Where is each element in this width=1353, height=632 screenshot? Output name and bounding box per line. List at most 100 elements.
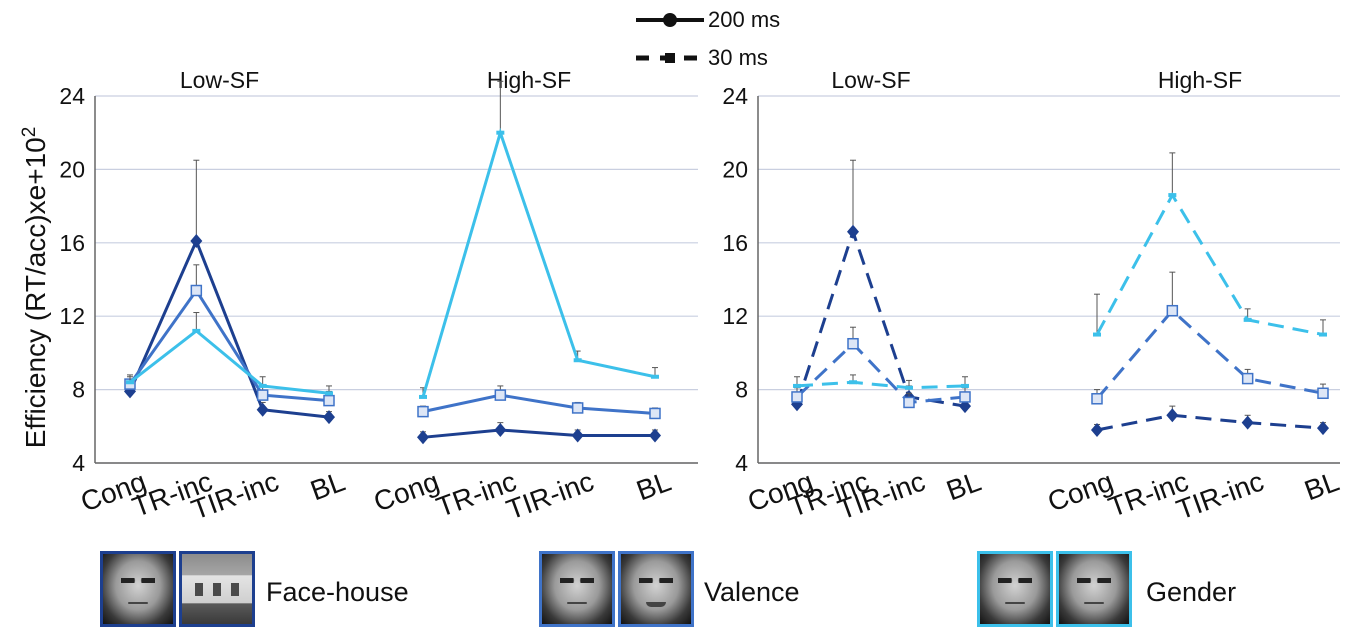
data-point — [192, 328, 201, 333]
series-line-gender — [129, 328, 330, 395]
series-line-gender — [796, 380, 966, 390]
series-line-face-house — [422, 428, 655, 439]
data-point — [190, 233, 203, 248]
face-house-label: Face-house — [266, 577, 409, 607]
x-tick-label: BL — [306, 466, 349, 507]
data-point — [1091, 422, 1103, 437]
data-point — [494, 422, 507, 437]
legend-dashed-swatch — [636, 53, 704, 63]
valence-label: Valence — [704, 577, 800, 607]
data-point — [649, 407, 661, 420]
data-point — [849, 380, 857, 385]
data-point — [847, 337, 859, 350]
y-tick-label: 12 — [722, 303, 748, 329]
series-line-valence — [422, 393, 656, 415]
legend-solid-swatch — [636, 13, 704, 27]
data-point — [1166, 304, 1179, 317]
male-face-photo-icon — [977, 551, 1053, 627]
data-point — [649, 428, 661, 443]
y-axis-label-superscript: 2 — [19, 127, 40, 138]
data-point — [1093, 332, 1101, 337]
y-tick-label: 20 — [59, 156, 85, 182]
gender-thumbnails — [977, 551, 1132, 627]
series-line-face-house — [1096, 413, 1324, 432]
data-point — [571, 428, 584, 443]
data-point — [905, 385, 913, 390]
y-tick-label: 8 — [72, 377, 85, 403]
data-point — [419, 394, 427, 399]
y-tick-label: 8 — [735, 377, 748, 403]
series-line-valence — [128, 287, 330, 403]
y-tick-label: 24 — [722, 83, 748, 109]
chart-solid-200ms: 4 8 12 16 20 24 Efficiency (RT/acc)xe+102 Low-S… — [19, 67, 698, 526]
panel-title: High-SF — [487, 67, 571, 93]
x-tick-label: Cong — [370, 466, 444, 518]
data-point — [651, 374, 659, 379]
data-point — [903, 396, 915, 409]
angry-face-photo-icon — [539, 551, 615, 627]
series-line-gender — [1095, 192, 1324, 337]
data-point — [959, 391, 971, 403]
x-tick-label: BL — [1300, 466, 1343, 507]
series-line-gender — [421, 127, 656, 398]
face-photo-icon — [100, 551, 176, 627]
y-tick-label: 4 — [72, 450, 85, 476]
valence-thumbnails — [539, 551, 694, 627]
happy-face-photo-icon — [618, 551, 694, 627]
series-line-face-house — [795, 227, 966, 408]
data-point — [323, 394, 335, 407]
data-point — [323, 410, 335, 425]
data-point — [791, 391, 803, 403]
x-tick-label: BL — [632, 466, 675, 507]
data-point — [1241, 372, 1254, 385]
data-point — [256, 389, 269, 401]
series-line-face-house — [128, 237, 330, 419]
x-tick-label: BL — [942, 466, 985, 507]
data-point — [1243, 317, 1252, 322]
panel-title: Low-SF — [831, 67, 910, 93]
data-point — [258, 383, 267, 388]
data-point — [256, 402, 269, 417]
data-point — [190, 284, 203, 297]
y-tick-label: 4 — [735, 450, 748, 476]
data-point — [793, 383, 801, 388]
face-house-thumbnails — [100, 551, 255, 627]
y-tick-label: 12 — [59, 303, 85, 329]
legend-solid-label: 200 ms — [708, 7, 781, 32]
y-tick-label: 16 — [722, 230, 748, 256]
data-point — [1317, 387, 1329, 400]
data-point — [496, 130, 505, 135]
data-point — [494, 389, 507, 401]
legend-dashed-label: 30 ms — [708, 45, 768, 70]
series-line-valence — [795, 341, 966, 405]
data-point — [417, 405, 429, 418]
data-point — [126, 380, 134, 385]
data-point — [325, 391, 333, 396]
y-axis-label: Efficiency (RT/acc)xe+102 — [19, 127, 52, 449]
panel-title: Low-SF — [180, 67, 259, 93]
gender-label: Gender — [1146, 577, 1237, 607]
y-tick-label: 24 — [59, 83, 85, 109]
data-point — [1091, 393, 1103, 405]
data-point — [847, 224, 859, 239]
data-point — [571, 402, 584, 414]
x-tick-label: TIR-inc — [1172, 466, 1267, 526]
data-point — [1166, 408, 1179, 423]
y-tick-label: 16 — [59, 230, 85, 256]
data-point — [1317, 421, 1329, 436]
series-line-valence — [1095, 308, 1324, 400]
data-point — [1241, 415, 1254, 430]
house-photo-icon — [179, 551, 255, 627]
data-point — [573, 358, 582, 363]
panel-title: High-SF — [1158, 67, 1242, 93]
data-point — [417, 430, 429, 445]
female-face-photo-icon — [1056, 551, 1132, 627]
x-tick-label: TIR-inc — [502, 466, 597, 526]
x-tick-label: Cong — [1044, 466, 1118, 518]
data-point — [961, 383, 969, 388]
y-tick-label: 20 — [722, 156, 748, 182]
data-point — [1319, 332, 1327, 337]
data-point — [1168, 193, 1177, 198]
